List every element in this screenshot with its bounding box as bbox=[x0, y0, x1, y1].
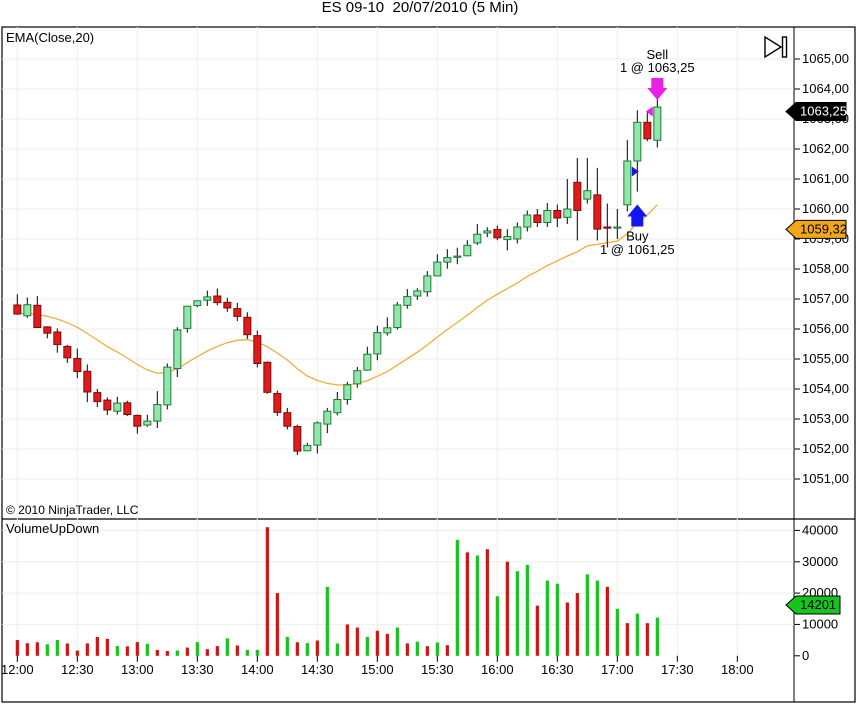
svg-text:14201: 14201 bbox=[800, 597, 836, 612]
svg-text:0: 0 bbox=[802, 648, 809, 663]
svg-text:14:00: 14:00 bbox=[241, 662, 274, 677]
svg-text:1064,00: 1064,00 bbox=[802, 81, 849, 96]
svg-text:13:30: 13:30 bbox=[181, 662, 214, 677]
svg-text:1051,00: 1051,00 bbox=[802, 471, 849, 486]
svg-text:15:00: 15:00 bbox=[361, 662, 394, 677]
svg-text:1056,00: 1056,00 bbox=[802, 321, 849, 336]
svg-text:1 @ 1063,25: 1 @ 1063,25 bbox=[620, 60, 695, 75]
svg-text:1057,00: 1057,00 bbox=[802, 291, 849, 306]
svg-text:1054,00: 1054,00 bbox=[802, 381, 849, 396]
svg-text:1 @ 1061,25: 1 @ 1061,25 bbox=[600, 242, 675, 257]
svg-text:1059,32: 1059,32 bbox=[800, 221, 847, 236]
svg-text:1060,00: 1060,00 bbox=[802, 201, 849, 216]
svg-text:VolumeUpDown: VolumeUpDown bbox=[6, 521, 99, 536]
svg-text:40000: 40000 bbox=[802, 522, 838, 537]
svg-text:1065,00: 1065,00 bbox=[802, 51, 849, 66]
svg-text:1052,00: 1052,00 bbox=[802, 441, 849, 456]
svg-text:1053,00: 1053,00 bbox=[802, 411, 849, 426]
svg-text:17:00: 17:00 bbox=[601, 662, 634, 677]
svg-text:© 2010 NinjaTrader, LLC: © 2010 NinjaTrader, LLC bbox=[6, 503, 139, 517]
svg-text:12:30: 12:30 bbox=[61, 662, 94, 677]
svg-text:30000: 30000 bbox=[802, 554, 838, 569]
svg-text:EMA(Close,20): EMA(Close,20) bbox=[6, 30, 94, 45]
svg-text:13:00: 13:00 bbox=[121, 662, 154, 677]
svg-text:1062,00: 1062,00 bbox=[802, 141, 849, 156]
svg-text:10000: 10000 bbox=[802, 616, 838, 631]
svg-text:1063,25: 1063,25 bbox=[800, 104, 847, 119]
svg-text:15:30: 15:30 bbox=[421, 662, 454, 677]
svg-text:1061,00: 1061,00 bbox=[802, 171, 849, 186]
svg-text:16:30: 16:30 bbox=[541, 662, 574, 677]
svg-text:17:30: 17:30 bbox=[661, 662, 694, 677]
svg-text:12:00: 12:00 bbox=[1, 662, 34, 677]
svg-text:1058,00: 1058,00 bbox=[802, 261, 849, 276]
svg-text:18:00: 18:00 bbox=[721, 662, 754, 677]
svg-text:1055,00: 1055,00 bbox=[802, 351, 849, 366]
svg-text:16:00: 16:00 bbox=[481, 662, 514, 677]
svg-text:14:30: 14:30 bbox=[301, 662, 334, 677]
